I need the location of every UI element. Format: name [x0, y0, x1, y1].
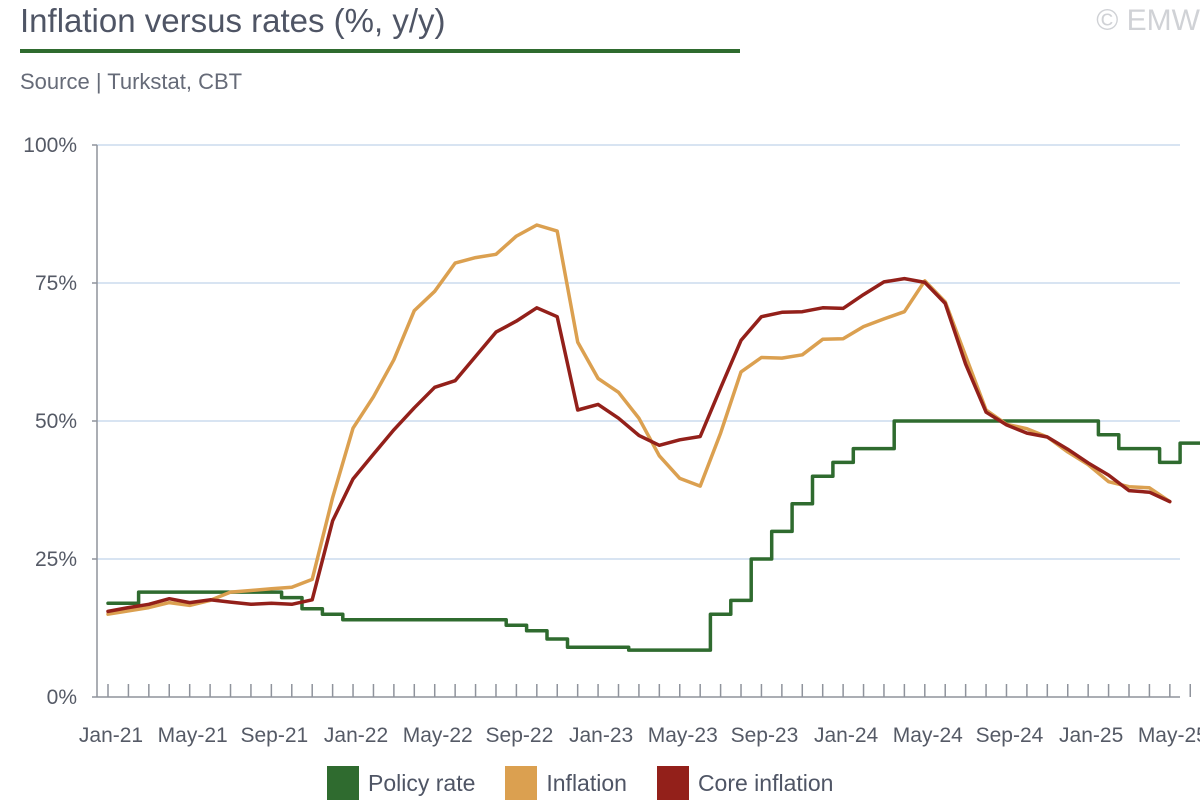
- x-tick-label: Sep-23: [731, 724, 799, 747]
- x-tick-label: Jan-22: [324, 724, 388, 747]
- x-tick-label: Sep-24: [976, 724, 1044, 747]
- line-chart: 0% 25% 50% 75% 100% Jan-21 May-21 Sep-21 Jan-22 M…: [23, 134, 1200, 747]
- chart-source: Source | Turkstat, CBT: [20, 69, 243, 94]
- series-lines: [106, 223, 1200, 652]
- legend-swatch: [327, 766, 359, 800]
- legend-item-core-inflation: Core inflation: [656, 766, 834, 800]
- x-tick-label: Sep-22: [486, 724, 554, 747]
- legend: Policy rate Inflation Core inflation: [327, 765, 863, 801]
- y-tick-label: 75%: [35, 272, 77, 295]
- x-tick-label: Jan-24: [814, 724, 879, 747]
- tick-labels: 0% 25% 50% 75% 100% Jan-21 May-21 Sep-21 Jan-22 M…: [23, 134, 1200, 747]
- copyright-watermark: © EMW: [1096, 4, 1200, 37]
- series-line-core-inflation: [106, 276, 1172, 614]
- x-tick-label: Jan-21: [79, 724, 143, 747]
- legend-swatch: [656, 766, 689, 800]
- x-tick-label: Jan-25: [1059, 724, 1123, 747]
- legend-swatch: [505, 766, 538, 800]
- x-tick-label: Sep-21: [241, 724, 309, 747]
- legend-label: Inflation: [546, 769, 627, 796]
- y-tick-label: 100%: [23, 134, 77, 157]
- y-tick-label: 50%: [35, 410, 77, 433]
- y-tick-label: 25%: [35, 548, 77, 571]
- x-tick-label: May-25: [1138, 724, 1200, 747]
- title-underline: [20, 49, 740, 53]
- x-tick-label: May-23: [648, 724, 718, 747]
- legend-item-policy-rate: Policy rate: [327, 766, 475, 800]
- x-tick-label: May-21: [158, 724, 228, 747]
- x-tick-label: May-24: [893, 724, 963, 747]
- x-tick-label: Jan-23: [569, 724, 633, 747]
- chart-title: Inflation versus rates (%, y/y): [20, 2, 446, 39]
- legend-item-inflation: Inflation: [505, 766, 627, 800]
- series-line-policy-rate: [106, 419, 1200, 652]
- grid-lines: [97, 144, 1180, 560]
- legend-label: Policy rate: [368, 769, 476, 796]
- y-tick-label: 0%: [47, 686, 77, 709]
- axes: [92, 144, 1192, 698]
- x-tick-label: May-22: [403, 724, 473, 747]
- legend-label: Core inflation: [697, 769, 834, 796]
